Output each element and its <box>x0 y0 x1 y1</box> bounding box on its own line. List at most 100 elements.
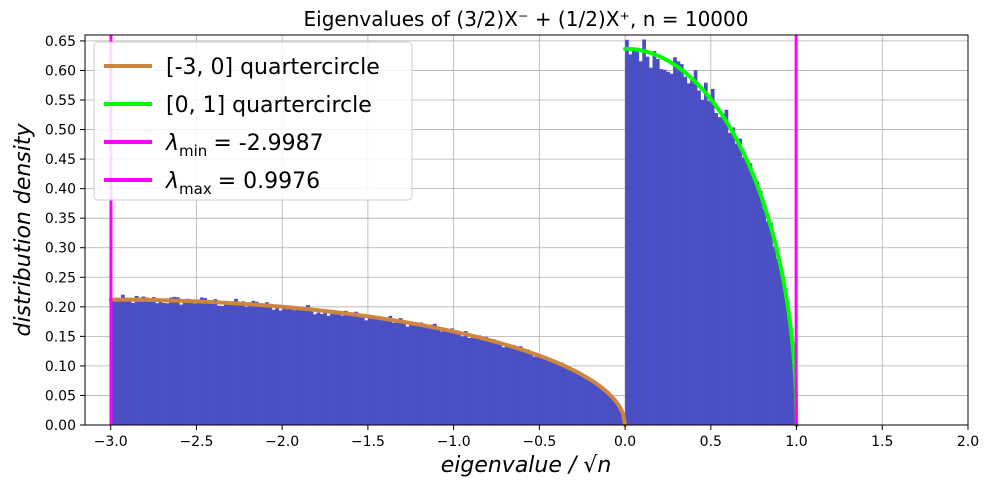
histogram-bar <box>556 362 561 425</box>
histogram-bar <box>700 99 705 425</box>
histogram-bar <box>645 56 650 425</box>
histogram-bar <box>213 299 218 425</box>
histogram-bar <box>206 302 211 425</box>
histogram-bar <box>638 61 643 426</box>
legend-subscript: min <box>179 142 207 160</box>
histogram-bar <box>522 349 526 425</box>
histogram-bar <box>470 337 475 425</box>
histogram-bar <box>313 314 317 425</box>
legend-label: λmax = 0.9976 <box>165 169 320 198</box>
histogram-bar <box>241 301 245 425</box>
histogram-bar <box>775 258 780 425</box>
histogram-bar <box>618 407 622 425</box>
x-tick-label: −0.5 <box>522 434 556 450</box>
histogram-bar <box>182 301 187 425</box>
histogram-bar <box>169 297 173 425</box>
histogram-bar <box>367 316 372 425</box>
histogram-bar <box>405 326 410 425</box>
curve-left-quartercircle <box>108 297 628 427</box>
histogram-bar <box>563 365 568 425</box>
histogram-bar <box>289 305 293 425</box>
histogram-bar <box>625 39 629 426</box>
histogram-bar <box>217 305 221 425</box>
histogram-bar <box>679 64 684 426</box>
histogram-bar <box>707 100 712 425</box>
x-axis-ticks: −3.0 −2.5 −2.0 −1.5 −1.0 −0.5 0.0 0.5 1.0 1.5 2.0 <box>94 425 979 450</box>
histogram-bar <box>693 70 698 426</box>
x-tick-label: −2.0 <box>265 434 299 450</box>
x-tick-label: −2.5 <box>179 434 213 450</box>
x-tick-label: 2.0 <box>957 434 979 450</box>
histogram-bar <box>542 356 547 425</box>
histogram-bar <box>772 246 777 425</box>
histogram-bar <box>751 175 756 425</box>
legend-value: = 0.9976 <box>218 169 320 194</box>
histogram-bar <box>697 90 701 425</box>
histogram-bar <box>731 127 736 426</box>
histogram-bar <box>388 315 393 425</box>
histogram-bar <box>285 308 290 425</box>
histogram-bar <box>446 329 451 425</box>
histogram-bar <box>179 304 184 425</box>
histogram-bar <box>717 117 722 426</box>
histogram-bar <box>247 304 252 425</box>
y-tick-label: 0.05 <box>45 388 76 404</box>
histogram-bar <box>666 71 670 426</box>
x-axis-label: eigenvalue / √n <box>441 453 612 478</box>
histogram-bar <box>299 309 304 425</box>
y-axis-ticks: 0.00 0.05 0.10 0.15 0.20 0.25 0.30 0.35 0.40 0.45… <box>45 34 85 434</box>
histogram-bar <box>189 302 194 425</box>
histogram-bar <box>124 297 129 425</box>
y-tick-label: 0.25 <box>45 270 76 286</box>
y-tick-label: 0.40 <box>45 182 76 198</box>
histogram-bar <box>433 323 437 425</box>
chart-title: Eigenvalues of (3/2)X⁻ + (1/2)X⁺, n = 10… <box>304 7 749 31</box>
histogram-bar <box>330 313 334 425</box>
histogram-bar <box>295 309 300 425</box>
histogram-bar <box>302 309 307 425</box>
histogram-bar <box>292 310 297 425</box>
histogram-bar <box>734 143 739 425</box>
histogram-bar <box>316 312 321 425</box>
histogram-bar <box>151 297 156 425</box>
histogram-bar <box>505 346 509 425</box>
histogram-bar <box>340 315 345 425</box>
histogram-bar <box>782 287 787 425</box>
histogram-bar <box>659 69 664 425</box>
histogram-bar <box>234 298 238 425</box>
histogram-bar <box>525 349 530 425</box>
histogram-bar <box>741 157 746 425</box>
histogram-bar <box>210 302 214 425</box>
histogram-bar <box>738 138 742 425</box>
histogram-bar <box>402 321 406 425</box>
histogram-bar <box>463 331 468 425</box>
histogram-bar <box>477 335 482 425</box>
histogram-bar <box>535 356 540 425</box>
y-tick-label: 0.45 <box>45 152 76 168</box>
legend-label: [0, 1] quartercircle <box>166 93 372 118</box>
histogram-bar <box>669 73 674 425</box>
histogram-bar <box>347 314 352 425</box>
x-tick-label: 0.0 <box>614 434 636 450</box>
histogram-bar <box>570 369 574 425</box>
histogram-bar <box>498 343 502 425</box>
histogram-bar <box>371 317 376 425</box>
legend-lambda: λ <box>165 169 179 194</box>
histogram-bar <box>251 300 256 425</box>
curve-right-quartercircle <box>623 46 799 427</box>
histogram-bar <box>549 359 554 425</box>
histogram-bar <box>724 109 729 426</box>
histogram-bar <box>337 313 341 425</box>
histogram-bar <box>755 181 760 425</box>
histogram-bar <box>686 83 691 425</box>
legend: [-3, 0] quartercircle [0, 1] quartercircl… <box>93 41 413 201</box>
legend-lambda: λ <box>165 131 179 156</box>
histogram-bar <box>223 304 228 425</box>
histogram-bar <box>155 303 160 425</box>
y-tick-label: 0.55 <box>45 93 76 109</box>
histogram-bar <box>628 54 633 425</box>
histogram-bar <box>594 383 598 425</box>
histogram-bar <box>117 298 122 425</box>
histogram-bar <box>436 328 441 425</box>
